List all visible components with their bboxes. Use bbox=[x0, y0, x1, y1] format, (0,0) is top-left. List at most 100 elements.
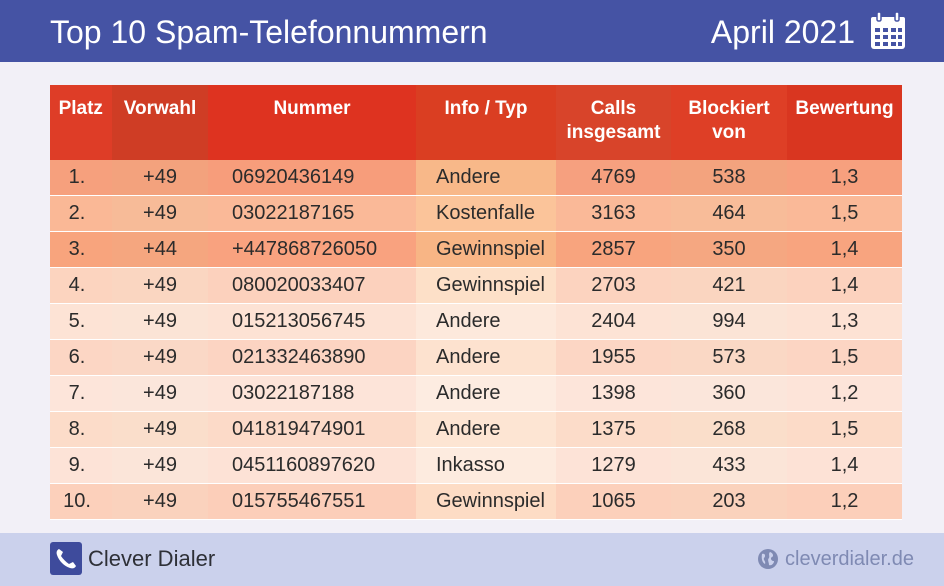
cell-nummer: +447868726050 bbox=[208, 231, 416, 268]
cell-typ: Andere bbox=[416, 303, 556, 340]
cell-bewertung: 1,3 bbox=[787, 303, 902, 340]
column-header-platz: Platz bbox=[50, 85, 112, 160]
cell-platz: 9. bbox=[50, 447, 112, 484]
table-row: 6. +49 021332463890 Andere 1955 573 1,5 bbox=[50, 339, 902, 376]
column-header-calls-line2: insgesamt bbox=[566, 122, 661, 143]
cell-blockiert: 350 bbox=[671, 231, 787, 268]
spam-table-container: Platz Vorwahl Nummer Info / Typ Calls in… bbox=[50, 85, 902, 520]
cell-bewertung: 1,5 bbox=[787, 411, 902, 448]
cell-platz: 8. bbox=[50, 411, 112, 448]
cell-nummer: 015213056745 bbox=[208, 303, 416, 340]
cell-calls: 1398 bbox=[556, 375, 671, 412]
cell-vorwahl: +49 bbox=[112, 160, 208, 196]
cell-bewertung: 1,2 bbox=[787, 483, 902, 520]
cell-blockiert: 360 bbox=[671, 375, 787, 412]
cell-calls: 4769 bbox=[556, 160, 671, 196]
column-header-typ: Info / Typ bbox=[416, 85, 556, 160]
column-header-vorwahl: Vorwahl bbox=[112, 85, 208, 160]
table-row: 9. +49 0451160897620 Inkasso 1279 433 1,4 bbox=[50, 447, 902, 484]
cell-vorwahl: +49 bbox=[112, 483, 208, 520]
cell-typ: Gewinnspiel bbox=[416, 483, 556, 520]
cell-typ: Andere bbox=[416, 339, 556, 376]
table-row: 8. +49 041819474901 Andere 1375 268 1,5 bbox=[50, 411, 902, 448]
cell-calls: 1955 bbox=[556, 339, 671, 376]
table-row: 5. +49 015213056745 Andere 2404 994 1,3 bbox=[50, 303, 902, 340]
cell-nummer: 041819474901 bbox=[208, 411, 416, 448]
cell-nummer: 080020033407 bbox=[208, 267, 416, 304]
cell-vorwahl: +49 bbox=[112, 339, 208, 376]
cell-blockiert: 538 bbox=[671, 160, 787, 196]
cell-calls: 1279 bbox=[556, 447, 671, 484]
cell-bewertung: 1,5 bbox=[787, 339, 902, 376]
cell-nummer: 0451160897620 bbox=[208, 447, 416, 484]
cell-nummer: 021332463890 bbox=[208, 339, 416, 376]
footer-bar: Clever Dialer cleverdialer.de bbox=[0, 533, 944, 586]
table-row: 4. +49 080020033407 Gewinnspiel 2703 421 1,4 bbox=[50, 267, 902, 304]
cell-typ: Gewinnspiel bbox=[416, 231, 556, 268]
cell-platz: 3. bbox=[50, 231, 112, 268]
cell-bewertung: 1,4 bbox=[787, 231, 902, 268]
cell-vorwahl: +49 bbox=[112, 303, 208, 340]
column-header-nummer: Nummer bbox=[208, 85, 416, 160]
cell-nummer: 015755467551 bbox=[208, 483, 416, 520]
spam-numbers-table: Platz Vorwahl Nummer Info / Typ Calls in… bbox=[50, 85, 903, 520]
cell-vorwahl: +49 bbox=[112, 411, 208, 448]
cell-bewertung: 1,3 bbox=[787, 160, 902, 196]
cell-platz: 4. bbox=[50, 267, 112, 304]
page-title: Top 10 Spam-Telefonnummern bbox=[50, 14, 488, 50]
phone-icon bbox=[50, 542, 82, 575]
table-header-row: Platz Vorwahl Nummer Info / Typ Calls in… bbox=[50, 85, 902, 160]
date-label: April 2021 bbox=[710, 14, 855, 50]
cell-vorwahl: +44 bbox=[112, 231, 208, 268]
cell-bewertung: 1,5 bbox=[787, 195, 902, 232]
cell-nummer: 03022187165 bbox=[208, 195, 416, 232]
cell-typ: Andere bbox=[416, 375, 556, 412]
table-row: 10. +49 015755467551 Gewinnspiel 1065 203 1,2 bbox=[50, 483, 902, 520]
cell-typ: Kostenfalle bbox=[416, 195, 556, 232]
cell-bewertung: 1,4 bbox=[787, 267, 902, 304]
calendar-icon bbox=[871, 12, 905, 49]
column-header-blockiert-line1: Blockiert bbox=[688, 98, 770, 119]
cell-blockiert: 573 bbox=[671, 339, 787, 376]
column-header-bewertung: Bewertung bbox=[787, 85, 902, 160]
cell-calls: 2857 bbox=[556, 231, 671, 268]
cell-calls: 2703 bbox=[556, 267, 671, 304]
cell-bewertung: 1,2 bbox=[787, 375, 902, 412]
cell-calls: 3163 bbox=[556, 195, 671, 232]
cell-platz: 7. bbox=[50, 375, 112, 412]
header-bar: Top 10 Spam-Telefonnummern April 2021 bbox=[0, 0, 944, 62]
cell-calls: 1065 bbox=[556, 483, 671, 520]
cell-platz: 10. bbox=[50, 483, 112, 520]
cell-typ: Andere bbox=[416, 160, 556, 196]
cell-vorwahl: +49 bbox=[112, 375, 208, 412]
column-header-calls-line1: Calls bbox=[590, 98, 637, 119]
cell-blockiert: 994 bbox=[671, 303, 787, 340]
cell-blockiert: 464 bbox=[671, 195, 787, 232]
table-body: 1. +49 06920436149 Andere 4769 538 1,3 2. +49 030… bbox=[50, 160, 902, 520]
cell-calls: 2404 bbox=[556, 303, 671, 340]
table-row: 2. +49 03022187165 Kostenfalle 3163 464 1,5 bbox=[50, 195, 902, 232]
cell-nummer: 03022187188 bbox=[208, 375, 416, 412]
cell-platz: 2. bbox=[50, 195, 112, 232]
cell-vorwahl: +49 bbox=[112, 195, 208, 232]
website-link[interactable]: cleverdialer.de bbox=[785, 548, 914, 570]
cell-bewertung: 1,4 bbox=[787, 447, 902, 484]
brand-name: Clever Dialer bbox=[88, 546, 216, 571]
table-row: 1. +49 06920436149 Andere 4769 538 1,3 bbox=[50, 160, 902, 196]
cell-blockiert: 421 bbox=[671, 267, 787, 304]
cell-vorwahl: +49 bbox=[112, 447, 208, 484]
cell-platz: 1. bbox=[50, 160, 112, 196]
table-row: 7. +49 03022187188 Andere 1398 360 1,2 bbox=[50, 375, 902, 412]
column-header-blockiert-line2: von bbox=[712, 122, 746, 143]
cell-blockiert: 203 bbox=[671, 483, 787, 520]
cell-nummer: 06920436149 bbox=[208, 160, 416, 196]
table-row: 3. +44 +447868726050 Gewinnspiel 2857 350 1,4 bbox=[50, 231, 902, 268]
cell-platz: 6. bbox=[50, 339, 112, 376]
column-header-calls: Calls insgesamt bbox=[556, 85, 671, 160]
cell-typ: Inkasso bbox=[416, 447, 556, 484]
cell-blockiert: 433 bbox=[671, 447, 787, 484]
cell-typ: Andere bbox=[416, 411, 556, 448]
cell-vorwahl: +49 bbox=[112, 267, 208, 304]
column-header-blockiert: Blockiert von bbox=[671, 85, 787, 160]
cell-platz: 5. bbox=[50, 303, 112, 340]
